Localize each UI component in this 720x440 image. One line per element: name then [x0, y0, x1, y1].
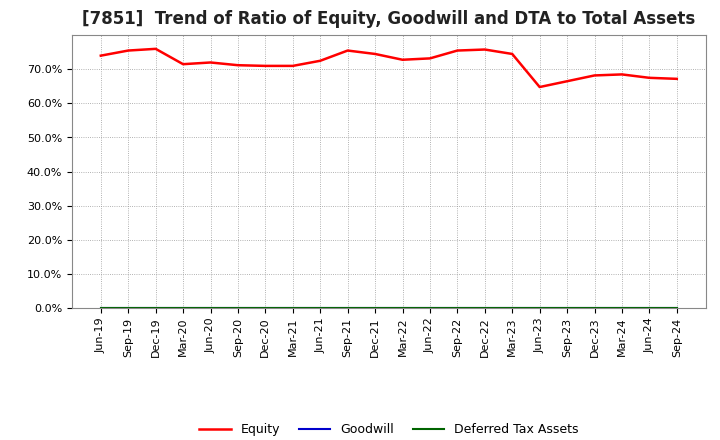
Deferred Tax Assets: [289, 305, 297, 311]
Deferred Tax Assets: [590, 305, 599, 311]
Goodwill: [179, 305, 187, 311]
Equity: [371, 51, 379, 57]
Goodwill: [672, 305, 681, 311]
Equity: [426, 56, 434, 61]
Goodwill: [508, 305, 516, 311]
Equity: [233, 62, 242, 68]
Goodwill: [206, 305, 215, 311]
Deferred Tax Assets: [343, 305, 352, 311]
Equity: [343, 48, 352, 53]
Goodwill: [398, 305, 407, 311]
Goodwill: [371, 305, 379, 311]
Goodwill: [233, 305, 242, 311]
Equity: [206, 60, 215, 65]
Deferred Tax Assets: [563, 305, 572, 311]
Deferred Tax Assets: [508, 305, 516, 311]
Equity: [453, 48, 462, 53]
Equity: [289, 63, 297, 69]
Deferred Tax Assets: [179, 305, 187, 311]
Title: [7851]  Trend of Ratio of Equity, Goodwill and DTA to Total Assets: [7851] Trend of Ratio of Equity, Goodwil…: [82, 10, 696, 28]
Goodwill: [261, 305, 270, 311]
Deferred Tax Assets: [618, 305, 626, 311]
Deferred Tax Assets: [536, 305, 544, 311]
Equity: [672, 76, 681, 81]
Equity: [563, 79, 572, 84]
Equity: [536, 84, 544, 90]
Goodwill: [124, 305, 132, 311]
Equity: [316, 58, 325, 63]
Goodwill: [618, 305, 626, 311]
Goodwill: [480, 305, 489, 311]
Equity: [590, 73, 599, 78]
Equity: [398, 57, 407, 62]
Goodwill: [289, 305, 297, 311]
Deferred Tax Assets: [261, 305, 270, 311]
Goodwill: [343, 305, 352, 311]
Deferred Tax Assets: [426, 305, 434, 311]
Deferred Tax Assets: [96, 305, 105, 311]
Legend: Equity, Goodwill, Deferred Tax Assets: Equity, Goodwill, Deferred Tax Assets: [194, 418, 583, 440]
Deferred Tax Assets: [233, 305, 242, 311]
Deferred Tax Assets: [645, 305, 654, 311]
Deferred Tax Assets: [453, 305, 462, 311]
Deferred Tax Assets: [124, 305, 132, 311]
Equity: [96, 53, 105, 58]
Line: Equity: Equity: [101, 49, 677, 87]
Goodwill: [536, 305, 544, 311]
Equity: [124, 48, 132, 53]
Goodwill: [426, 305, 434, 311]
Goodwill: [453, 305, 462, 311]
Equity: [179, 62, 187, 67]
Goodwill: [316, 305, 325, 311]
Equity: [508, 51, 516, 57]
Equity: [618, 72, 626, 77]
Goodwill: [590, 305, 599, 311]
Equity: [261, 63, 270, 69]
Equity: [645, 75, 654, 81]
Deferred Tax Assets: [151, 305, 160, 311]
Deferred Tax Assets: [480, 305, 489, 311]
Deferred Tax Assets: [206, 305, 215, 311]
Deferred Tax Assets: [371, 305, 379, 311]
Equity: [151, 46, 160, 51]
Goodwill: [645, 305, 654, 311]
Goodwill: [563, 305, 572, 311]
Deferred Tax Assets: [316, 305, 325, 311]
Goodwill: [96, 305, 105, 311]
Equity: [480, 47, 489, 52]
Deferred Tax Assets: [672, 305, 681, 311]
Goodwill: [151, 305, 160, 311]
Deferred Tax Assets: [398, 305, 407, 311]
